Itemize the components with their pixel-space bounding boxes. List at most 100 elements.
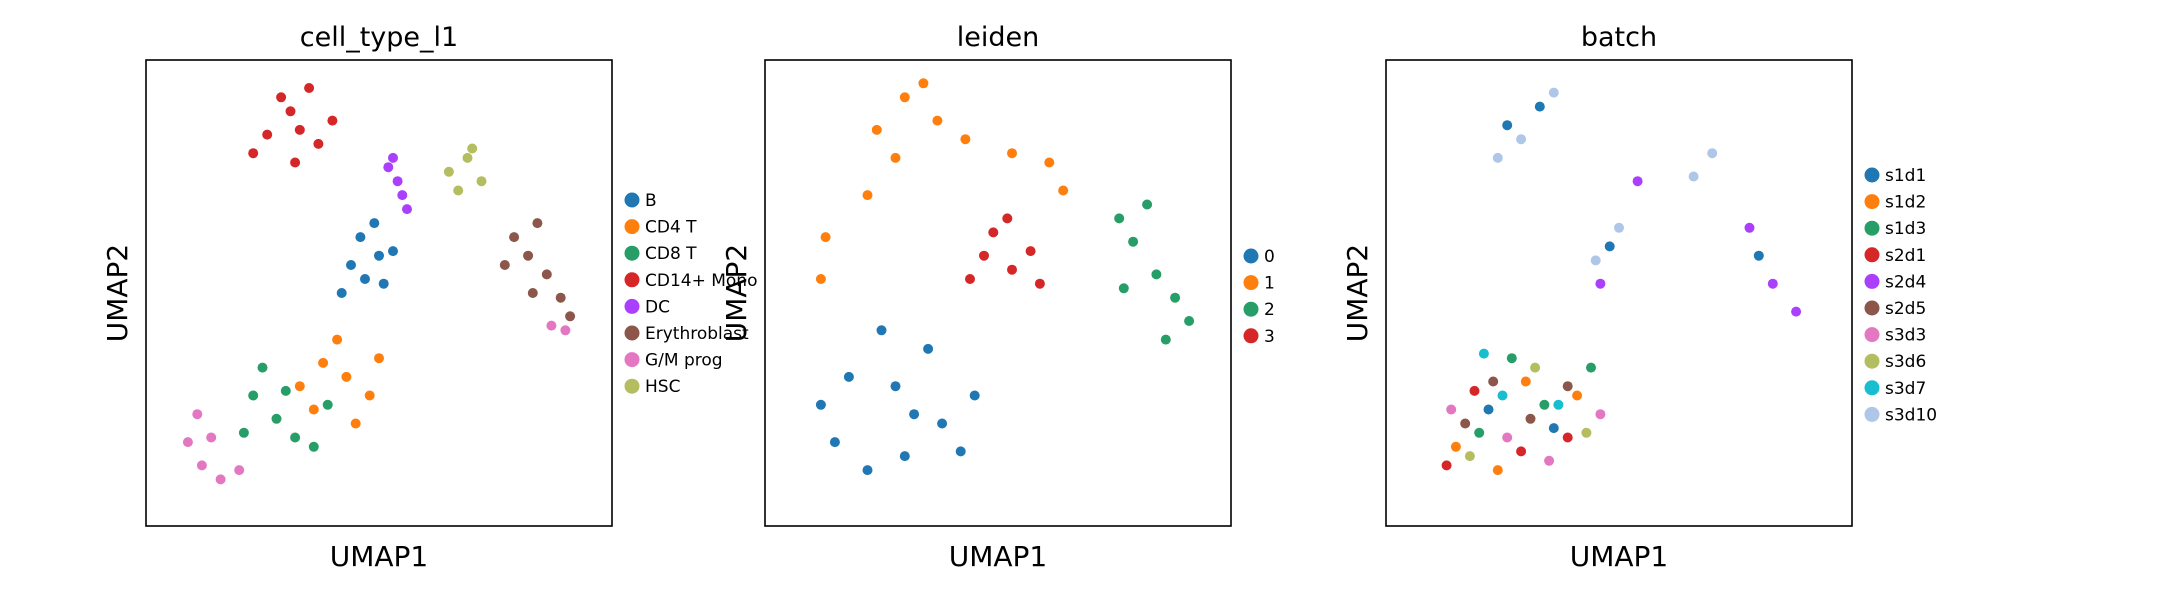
data-point [1469,385,1480,396]
data-point [560,325,571,336]
data-point [1151,269,1162,280]
x-axis-label: UMAP1 [1570,540,1669,573]
legend-marker [1864,380,1880,396]
data-point [1478,348,1489,359]
data-point [1492,152,1503,163]
legend-label: s3d3 [1885,326,1926,346]
data-point [1553,399,1564,410]
data-point [402,204,412,215]
data-point [523,250,534,261]
legend-marker [1243,248,1259,264]
data-point [1586,362,1596,373]
legend-marker [624,325,640,341]
data-point [937,418,948,429]
data-point [923,343,934,354]
data-point [360,274,370,284]
data-point [1539,399,1550,410]
panel-title: leiden [957,22,1039,53]
data-point [1058,185,1069,196]
data-point [1502,120,1513,131]
data-point [1525,413,1536,424]
data-point [392,176,403,187]
data-point [890,381,901,392]
legend-label: 0 [1264,247,1275,267]
data-point [1483,404,1494,415]
data-point [355,232,366,243]
data-point [182,437,193,448]
panel-leiden: leiden UMAP1 UMAP2 0 1 2 3 [720,22,1275,573]
data-point [955,446,966,457]
data-point [918,78,929,89]
data-point [820,232,831,243]
legend-label: 2 [1264,300,1275,320]
data-point [238,427,249,438]
y-axis-label: UMAP2 [720,244,753,343]
data-point [1614,222,1624,233]
data-point [1170,292,1181,303]
data-point [1581,427,1592,438]
data-point [1516,134,1527,145]
data-point [257,362,268,373]
legend-label: s1d1 [1885,166,1926,186]
data-point [374,250,384,261]
data-point [1464,451,1475,462]
data-point [876,325,887,336]
data-point [1142,199,1153,210]
panel-title: batch [1581,22,1657,53]
data-point [1044,157,1055,168]
legend-label: HSC [645,377,680,397]
data-point [234,465,245,476]
data-point [467,143,478,154]
scatter-points [1441,87,1802,476]
legend-label: Erythroblast [645,324,749,344]
legend-marker [1864,220,1880,236]
data-point [899,451,910,462]
legend-label: s3d10 [1885,405,1937,425]
legend-label: s2d5 [1885,299,1926,319]
data-point [1767,278,1778,289]
data-point [843,371,854,382]
data-point [1595,278,1606,289]
plot-frame [145,59,613,527]
data-point [1160,334,1171,345]
data-point [304,83,315,93]
legend-marker [1864,353,1880,369]
legend-label: DC [645,297,670,317]
legend-marker [1864,247,1880,263]
data-point [1492,465,1503,476]
legend-label: 1 [1264,274,1275,294]
data-point [1506,353,1517,364]
data-point [196,460,207,471]
data-point [369,218,380,229]
data-point [546,320,557,331]
legend-label: 3 [1264,327,1275,347]
legend-marker [624,245,640,261]
panel-title: cell_type_l1 [300,22,458,53]
legend-marker [1864,273,1880,289]
data-point [871,124,882,135]
data-point [899,92,910,103]
data-point [308,441,319,452]
legend-label: CD14+ Mono [645,271,757,291]
data-point [1590,255,1601,266]
data-point [532,218,543,229]
data-point [332,334,343,345]
data-point [541,269,552,280]
legend-marker [624,378,640,394]
data-point [443,166,454,177]
data-point [262,129,273,140]
data-point [1007,264,1017,275]
data-point [499,260,510,270]
legend-label: B [645,191,657,211]
panel-batch: batch UMAP1 UMAP2 s1d1 s1d2 s1d3 s2d1 s2d4 s2… [1341,22,1937,573]
legend-label: s2d4 [1885,272,1926,292]
data-point [960,134,971,145]
data-point [1441,460,1452,471]
data-point [1446,404,1457,415]
legend-marker [1864,194,1880,210]
data-point [1488,376,1499,387]
data-point [932,115,943,126]
data-point [280,385,291,396]
y-axis-label: UMAP2 [101,244,134,343]
